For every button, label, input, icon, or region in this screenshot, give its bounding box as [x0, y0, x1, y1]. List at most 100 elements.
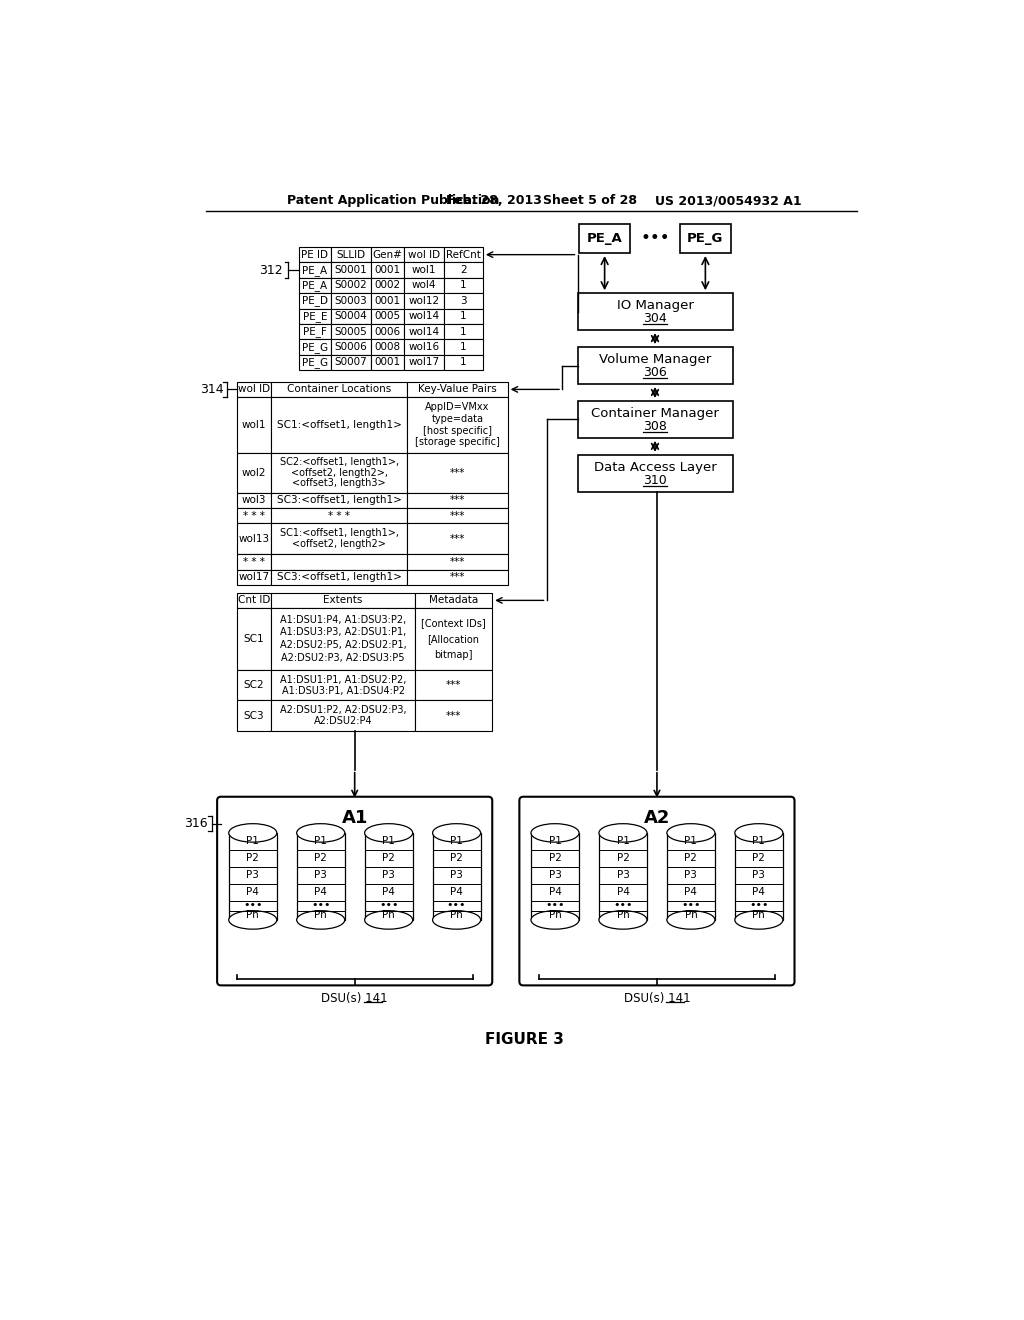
Text: SC1:<offset1, length1>: SC1:<offset1, length1> — [276, 420, 401, 430]
Bar — [271, 508, 407, 523]
Text: ***: *** — [445, 680, 461, 690]
Text: A2:DSU1:P2, A2:DSU2:P3,: A2:DSU1:P2, A2:DSU2:P3, — [280, 705, 407, 715]
Text: <offset2, length2>,: <offset2, length2>, — [291, 467, 388, 478]
Bar — [444, 277, 483, 293]
Bar — [403, 263, 444, 277]
Text: PE_A: PE_A — [587, 232, 623, 246]
Bar — [331, 355, 372, 370]
Ellipse shape — [599, 824, 647, 842]
Text: P4: P4 — [549, 887, 561, 898]
Ellipse shape — [228, 911, 276, 929]
Text: 0008: 0008 — [375, 342, 400, 352]
Text: •••: ••• — [311, 900, 331, 911]
Text: •••: ••• — [613, 900, 633, 911]
Text: 1: 1 — [460, 280, 467, 290]
Text: 0001: 0001 — [375, 265, 400, 275]
Text: AppID=VMxx: AppID=VMxx — [425, 403, 489, 412]
Text: P3: P3 — [314, 870, 327, 880]
Text: P2: P2 — [753, 853, 765, 863]
Text: 1: 1 — [460, 312, 467, 321]
Bar — [331, 247, 372, 263]
Text: A1:DSU1:P1, A1:DSU2:P2,: A1:DSU1:P1, A1:DSU2:P2, — [280, 675, 407, 685]
Bar — [407, 492, 508, 508]
Text: wol12: wol12 — [409, 296, 439, 306]
Text: Pn: Pn — [684, 911, 697, 920]
Text: P2: P2 — [382, 853, 395, 863]
Bar — [578, 455, 732, 492]
Text: SC1: SC1 — [244, 634, 264, 644]
Text: wol1: wol1 — [242, 420, 266, 430]
Text: P3: P3 — [247, 870, 259, 880]
Bar — [407, 453, 508, 492]
Text: 306: 306 — [643, 366, 667, 379]
Text: wol16: wol16 — [409, 342, 439, 352]
Text: Gen#: Gen# — [373, 249, 402, 260]
Text: P3: P3 — [684, 870, 697, 880]
Bar — [403, 323, 444, 339]
Bar — [415, 593, 493, 609]
Text: wol14: wol14 — [409, 326, 439, 337]
Bar — [444, 309, 483, 323]
Text: Pn: Pn — [382, 911, 395, 920]
Text: •••: ••• — [681, 900, 700, 911]
Text: P1: P1 — [314, 837, 327, 846]
Bar — [331, 263, 372, 277]
Text: A2:DSU2:P4: A2:DSU2:P4 — [313, 717, 373, 726]
Bar — [299, 309, 331, 323]
Bar — [331, 323, 372, 339]
Text: P1: P1 — [616, 837, 630, 846]
Text: 0005: 0005 — [375, 312, 400, 321]
Text: A2:DSU2:P5, A2:DSU2:P1,: A2:DSU2:P5, A2:DSU2:P1, — [280, 640, 407, 651]
Text: S0006: S0006 — [335, 342, 368, 352]
Bar — [403, 247, 444, 263]
Bar — [271, 397, 407, 453]
Bar — [331, 309, 372, 323]
Text: PE_A: PE_A — [302, 280, 328, 290]
Text: P1: P1 — [684, 837, 697, 846]
Text: P2: P2 — [247, 853, 259, 863]
Text: Extents: Extents — [324, 595, 362, 606]
Bar — [299, 247, 331, 263]
Bar — [237, 593, 271, 609]
Text: P4: P4 — [382, 887, 395, 898]
Bar — [237, 397, 271, 453]
Bar — [237, 381, 271, 397]
Bar — [237, 570, 271, 585]
Text: ***: *** — [445, 711, 461, 721]
Bar — [403, 355, 444, 370]
Text: 0006: 0006 — [375, 326, 400, 337]
Bar — [444, 293, 483, 309]
Text: •••: ••• — [446, 900, 466, 911]
Bar — [372, 323, 403, 339]
Bar — [444, 323, 483, 339]
Bar — [297, 833, 345, 920]
Ellipse shape — [432, 911, 480, 929]
FancyBboxPatch shape — [519, 797, 795, 985]
Bar — [271, 593, 415, 609]
Text: 2: 2 — [460, 265, 467, 275]
Bar — [407, 508, 508, 523]
Text: PE_E: PE_E — [302, 310, 327, 322]
Text: US 2013/0054932 A1: US 2013/0054932 A1 — [655, 194, 802, 207]
Ellipse shape — [432, 824, 480, 842]
Text: A2:DSU2:P3, A2:DSU3:P5: A2:DSU2:P3, A2:DSU3:P5 — [282, 653, 404, 663]
Text: 0001: 0001 — [375, 296, 400, 306]
Bar — [271, 492, 407, 508]
Bar — [299, 355, 331, 370]
Text: P2: P2 — [451, 853, 463, 863]
Text: <offset2, length2>: <offset2, length2> — [292, 540, 386, 549]
Text: 1: 1 — [460, 342, 467, 352]
Text: Feb. 28, 2013: Feb. 28, 2013 — [445, 194, 542, 207]
Text: P1: P1 — [451, 837, 463, 846]
Text: A1:DSU3:P3, A2:DSU1:P1,: A1:DSU3:P3, A2:DSU1:P1, — [280, 627, 407, 638]
Bar — [407, 570, 508, 585]
Text: wol ID: wol ID — [238, 384, 270, 395]
Bar — [432, 833, 480, 920]
Ellipse shape — [667, 911, 715, 929]
Bar — [444, 247, 483, 263]
Text: Pn: Pn — [451, 911, 463, 920]
Text: 308: 308 — [643, 420, 667, 433]
Text: ***: *** — [450, 573, 465, 582]
Text: type=data: type=data — [431, 414, 483, 424]
Text: S0005: S0005 — [335, 326, 368, 337]
